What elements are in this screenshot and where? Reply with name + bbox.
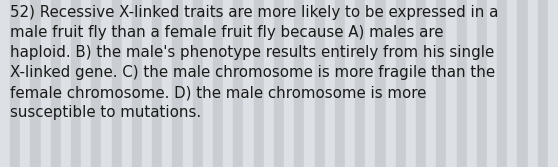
Bar <box>507 0 517 167</box>
Bar <box>365 0 376 167</box>
Bar <box>284 0 294 167</box>
Bar <box>152 0 162 167</box>
Bar <box>264 0 274 167</box>
Bar <box>345 0 355 167</box>
Bar <box>122 0 132 167</box>
Bar <box>497 0 507 167</box>
Bar <box>396 0 406 167</box>
Bar <box>142 0 152 167</box>
Bar <box>426 0 436 167</box>
Bar <box>335 0 345 167</box>
Bar <box>456 0 466 167</box>
Bar <box>203 0 213 167</box>
Bar <box>487 0 497 167</box>
Bar <box>355 0 365 167</box>
Bar <box>274 0 284 167</box>
Bar <box>132 0 142 167</box>
Bar <box>527 0 538 167</box>
Bar <box>304 0 315 167</box>
Bar <box>61 0 71 167</box>
Bar <box>31 0 41 167</box>
Bar <box>376 0 386 167</box>
Bar <box>102 0 112 167</box>
Bar <box>406 0 416 167</box>
Bar <box>172 0 182 167</box>
Bar <box>386 0 396 167</box>
Bar <box>436 0 446 167</box>
Bar <box>162 0 172 167</box>
Bar <box>416 0 426 167</box>
Bar <box>477 0 487 167</box>
Bar <box>243 0 254 167</box>
Bar <box>254 0 264 167</box>
Bar <box>548 0 558 167</box>
Bar <box>81 0 92 167</box>
Bar <box>51 0 61 167</box>
Bar <box>223 0 233 167</box>
Bar <box>71 0 81 167</box>
Bar <box>466 0 477 167</box>
Bar <box>41 0 51 167</box>
Bar <box>193 0 203 167</box>
Text: 52) Recessive X-linked traits are more likely to be expressed in a
male fruit fl: 52) Recessive X-linked traits are more l… <box>10 5 498 120</box>
Bar <box>20 0 31 167</box>
Bar <box>233 0 243 167</box>
Bar <box>446 0 456 167</box>
Bar <box>92 0 102 167</box>
Bar <box>294 0 304 167</box>
Bar <box>517 0 527 167</box>
Bar <box>213 0 223 167</box>
Bar <box>112 0 122 167</box>
Bar <box>10 0 20 167</box>
Bar <box>315 0 325 167</box>
Bar <box>538 0 548 167</box>
Bar <box>325 0 335 167</box>
Bar <box>0 0 10 167</box>
Bar <box>182 0 193 167</box>
